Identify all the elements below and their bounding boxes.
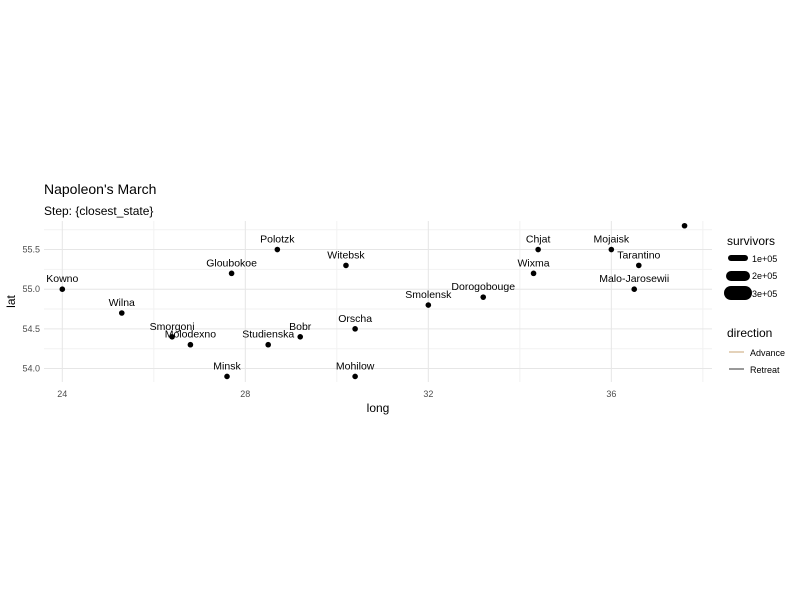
city-label: Smorgoni — [150, 321, 195, 333]
unlabeled-point — [681, 222, 688, 229]
city-label: Kowno — [46, 273, 78, 285]
city-label: Chjat — [526, 234, 551, 246]
x-tick-label: 36 — [606, 389, 616, 399]
city-label: Dorogobouge — [451, 281, 515, 293]
city-label: Mojaisk — [594, 234, 630, 246]
city-point — [352, 373, 358, 380]
y-tick-label: 55.5 — [22, 245, 40, 255]
city-label: Tarantino — [617, 249, 660, 261]
city-point — [535, 246, 541, 253]
y-axis-label: lat — [4, 295, 18, 308]
legend-direction-label-advance: Advance — [750, 348, 786, 358]
y-tick-label: 55.0 — [22, 284, 40, 294]
city-point — [59, 286, 66, 293]
legend-survivors-label-3: 3e+05 — [752, 289, 778, 299]
city-label: Wixma — [518, 257, 550, 269]
city-point — [608, 246, 615, 253]
city-point — [530, 270, 537, 277]
city-point — [265, 341, 271, 348]
x-tick-label: 28 — [240, 389, 250, 399]
city-point — [425, 302, 432, 308]
city-point — [169, 333, 175, 340]
city-point — [274, 246, 281, 253]
city-label: Studienska — [242, 329, 294, 341]
legend-direction-title: direction — [727, 326, 773, 340]
city-label: Smolensk — [405, 289, 452, 301]
city-label: Polotzk — [260, 234, 295, 246]
y-tick-label: 54.0 — [22, 364, 40, 374]
city-point — [343, 262, 349, 269]
legend-survivors-title: survivors — [727, 234, 776, 248]
city-label: Gloubokoe — [206, 257, 257, 269]
y-tick-label: 54.5 — [22, 324, 40, 334]
city-point — [480, 294, 487, 300]
legend-survivors-label-2: 2e+05 — [752, 271, 778, 281]
city-point — [352, 326, 358, 332]
city-point — [631, 286, 638, 293]
x-tick-label: 24 — [57, 389, 67, 399]
city-label: Bobr — [289, 321, 312, 333]
chart-title: Napoleon's March — [44, 181, 157, 197]
city-point — [187, 341, 194, 348]
city-label: Malo-Jarosewii — [599, 273, 669, 285]
city-label: Orscha — [338, 313, 372, 325]
city-label: Wilna — [109, 297, 135, 309]
legend-survivors-label-1: 1e+05 — [752, 254, 778, 264]
city-point — [297, 333, 304, 340]
city-point — [224, 373, 230, 380]
city-point — [118, 310, 125, 316]
chart-subtitle: Step: {closest_state} — [44, 204, 154, 218]
city-label: Witebsk — [327, 249, 365, 261]
x-axis-label: long — [367, 401, 390, 415]
city-label: Mohilow — [336, 360, 375, 372]
city-point — [635, 262, 642, 269]
city-label: Minsk — [213, 360, 241, 372]
city-label: Molodexno — [165, 329, 217, 341]
legend-direction-label-retreat: Retreat — [750, 365, 780, 375]
city-point — [228, 270, 235, 277]
x-tick-label: 32 — [423, 389, 433, 399]
